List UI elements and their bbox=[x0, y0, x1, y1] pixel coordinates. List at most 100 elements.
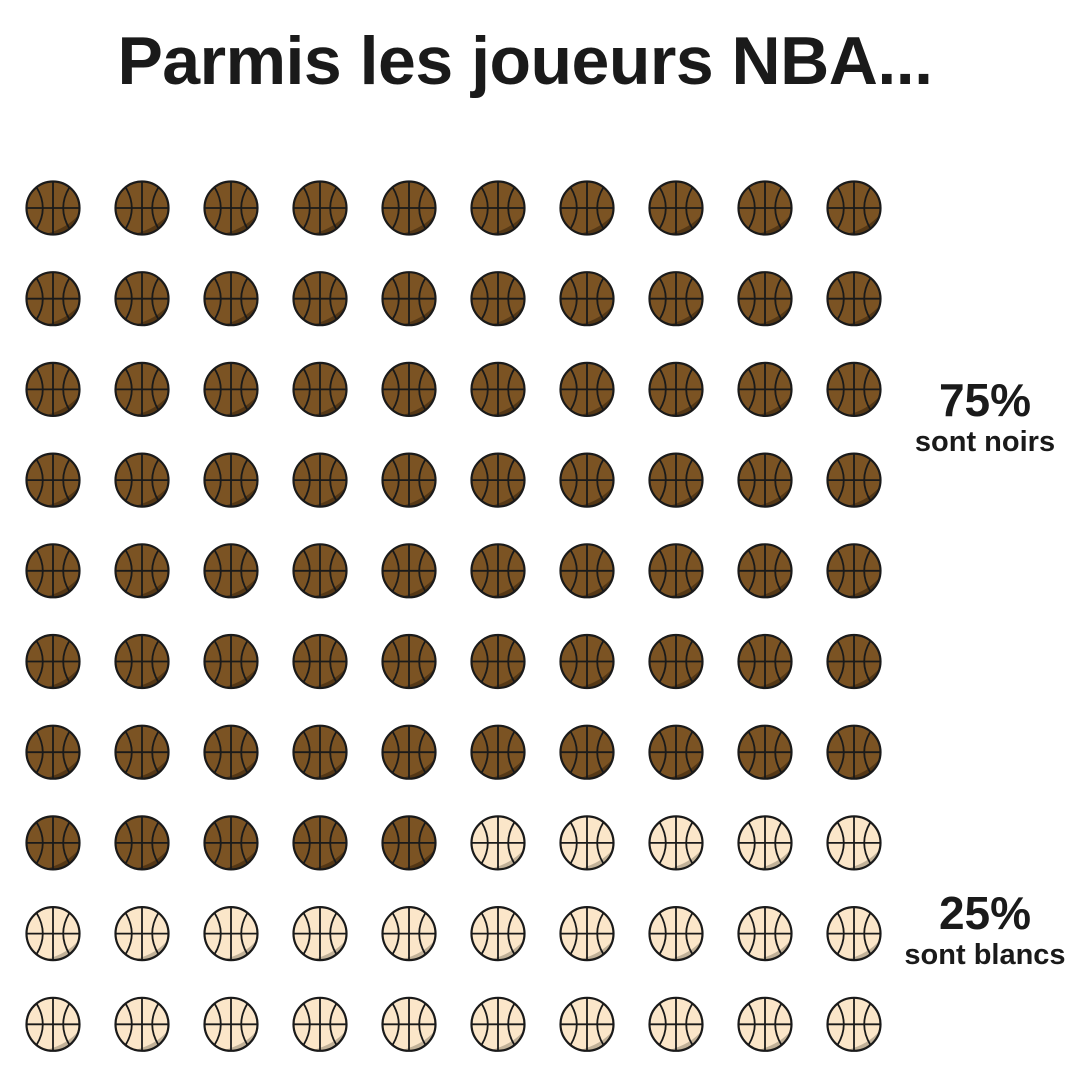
basketball-white-icon bbox=[203, 996, 259, 1052]
basketball-black-icon bbox=[826, 271, 882, 327]
basketball-white-icon bbox=[25, 905, 81, 962]
label-white: 25% sont blancs bbox=[890, 888, 1080, 972]
basketball-black-icon bbox=[292, 543, 348, 599]
basketball-black-icon bbox=[648, 633, 704, 690]
basketball-black-icon bbox=[114, 180, 170, 236]
basketball-black-icon bbox=[381, 271, 437, 327]
label-black: 75% sont noirs bbox=[900, 375, 1070, 459]
basketball-black-icon bbox=[826, 180, 882, 236]
basketball-black-icon bbox=[292, 180, 348, 236]
basketball-white-icon bbox=[559, 815, 615, 871]
basketball-white-icon bbox=[470, 815, 526, 871]
basketball-black-icon bbox=[381, 452, 437, 508]
basketball-black-icon bbox=[559, 543, 615, 599]
basketball-black-icon bbox=[648, 543, 704, 599]
basketball-white-icon bbox=[381, 905, 437, 962]
basketball-black-icon bbox=[203, 271, 259, 327]
basketball-black-icon bbox=[114, 815, 170, 871]
basketball-black-icon bbox=[114, 452, 170, 508]
basketball-black-icon bbox=[470, 633, 526, 690]
basketball-black-icon bbox=[559, 271, 615, 327]
basketball-black-icon bbox=[381, 633, 437, 690]
basketball-white-icon bbox=[114, 996, 170, 1052]
basketball-black-icon bbox=[470, 452, 526, 508]
basketball-black-icon bbox=[203, 543, 259, 599]
basketball-black-icon bbox=[381, 361, 437, 417]
basketball-black-icon bbox=[470, 180, 526, 236]
basketball-black-icon bbox=[381, 543, 437, 599]
basketball-black-icon bbox=[470, 271, 526, 327]
label-white-text: sont blancs bbox=[904, 939, 1066, 971]
basketball-black-icon bbox=[292, 724, 348, 780]
basketball-black-icon bbox=[648, 180, 704, 236]
basketball-black-icon bbox=[203, 815, 259, 871]
basketball-black-icon bbox=[737, 271, 793, 327]
label-white-percent: 25% bbox=[938, 887, 1032, 939]
basketball-white-icon bbox=[25, 996, 81, 1052]
basketball-black-icon bbox=[648, 724, 704, 780]
basketball-white-icon bbox=[292, 905, 348, 962]
basketball-white-icon bbox=[648, 996, 704, 1052]
basketball-black-icon bbox=[292, 361, 348, 417]
basketball-black-icon bbox=[292, 815, 348, 871]
basketball-black-icon bbox=[648, 452, 704, 508]
basketball-black-icon bbox=[737, 452, 793, 508]
basketball-black-icon bbox=[114, 361, 170, 417]
basketball-white-icon bbox=[470, 905, 526, 962]
basketball-white-icon bbox=[114, 905, 170, 962]
basketball-black-icon bbox=[25, 633, 81, 690]
basketball-black-icon bbox=[25, 271, 81, 327]
basketball-black-icon bbox=[25, 180, 81, 236]
basketball-black-icon bbox=[470, 543, 526, 599]
basketball-white-icon bbox=[826, 905, 882, 962]
basketball-black-icon bbox=[470, 724, 526, 780]
basketball-black-icon bbox=[203, 361, 259, 417]
basketball-black-icon bbox=[559, 452, 615, 508]
basketball-black-icon bbox=[292, 633, 348, 690]
basketball-black-icon bbox=[114, 633, 170, 690]
basketball-white-icon bbox=[826, 815, 882, 871]
basketball-black-icon bbox=[737, 180, 793, 236]
basketball-white-icon bbox=[381, 996, 437, 1052]
basketball-black-icon bbox=[648, 361, 704, 417]
basketball-black-icon bbox=[203, 452, 259, 508]
basketball-black-icon bbox=[203, 724, 259, 780]
basketball-black-icon bbox=[737, 361, 793, 417]
basketball-white-icon bbox=[559, 996, 615, 1052]
label-black-percent: 75% bbox=[938, 374, 1032, 426]
basketball-white-icon bbox=[737, 905, 793, 962]
basketball-black-icon bbox=[826, 543, 882, 599]
basketball-black-icon bbox=[25, 815, 81, 871]
basketball-white-icon bbox=[203, 905, 259, 962]
basketball-black-icon bbox=[559, 180, 615, 236]
basketball-white-icon bbox=[826, 996, 882, 1052]
basketball-black-icon bbox=[559, 633, 615, 690]
basketball-black-icon bbox=[559, 724, 615, 780]
basketball-black-icon bbox=[381, 180, 437, 236]
basketball-black-icon bbox=[292, 271, 348, 327]
basketball-black-icon bbox=[292, 452, 348, 508]
basketball-white-icon bbox=[470, 996, 526, 1052]
basketball-black-icon bbox=[25, 361, 81, 417]
basketball-black-icon bbox=[826, 633, 882, 690]
basketball-black-icon bbox=[114, 724, 170, 780]
basketball-black-icon bbox=[559, 361, 615, 417]
basketball-black-icon bbox=[470, 361, 526, 417]
basketball-white-icon bbox=[648, 905, 704, 962]
basketball-black-icon bbox=[381, 724, 437, 780]
label-black-text: sont noirs bbox=[914, 426, 1056, 458]
basketball-black-icon bbox=[203, 633, 259, 690]
basketball-black-icon bbox=[826, 361, 882, 417]
basketball-white-icon bbox=[648, 815, 704, 871]
basketball-black-icon bbox=[114, 543, 170, 599]
basketball-black-icon bbox=[25, 452, 81, 508]
basketball-white-icon bbox=[737, 815, 793, 871]
basketball-white-icon bbox=[292, 996, 348, 1052]
basketball-white-icon bbox=[737, 996, 793, 1052]
basketball-black-icon bbox=[203, 180, 259, 236]
basketball-black-icon bbox=[381, 815, 437, 871]
basketball-black-icon bbox=[648, 271, 704, 327]
basketball-black-icon bbox=[826, 724, 882, 780]
basketball-black-icon bbox=[25, 724, 81, 780]
